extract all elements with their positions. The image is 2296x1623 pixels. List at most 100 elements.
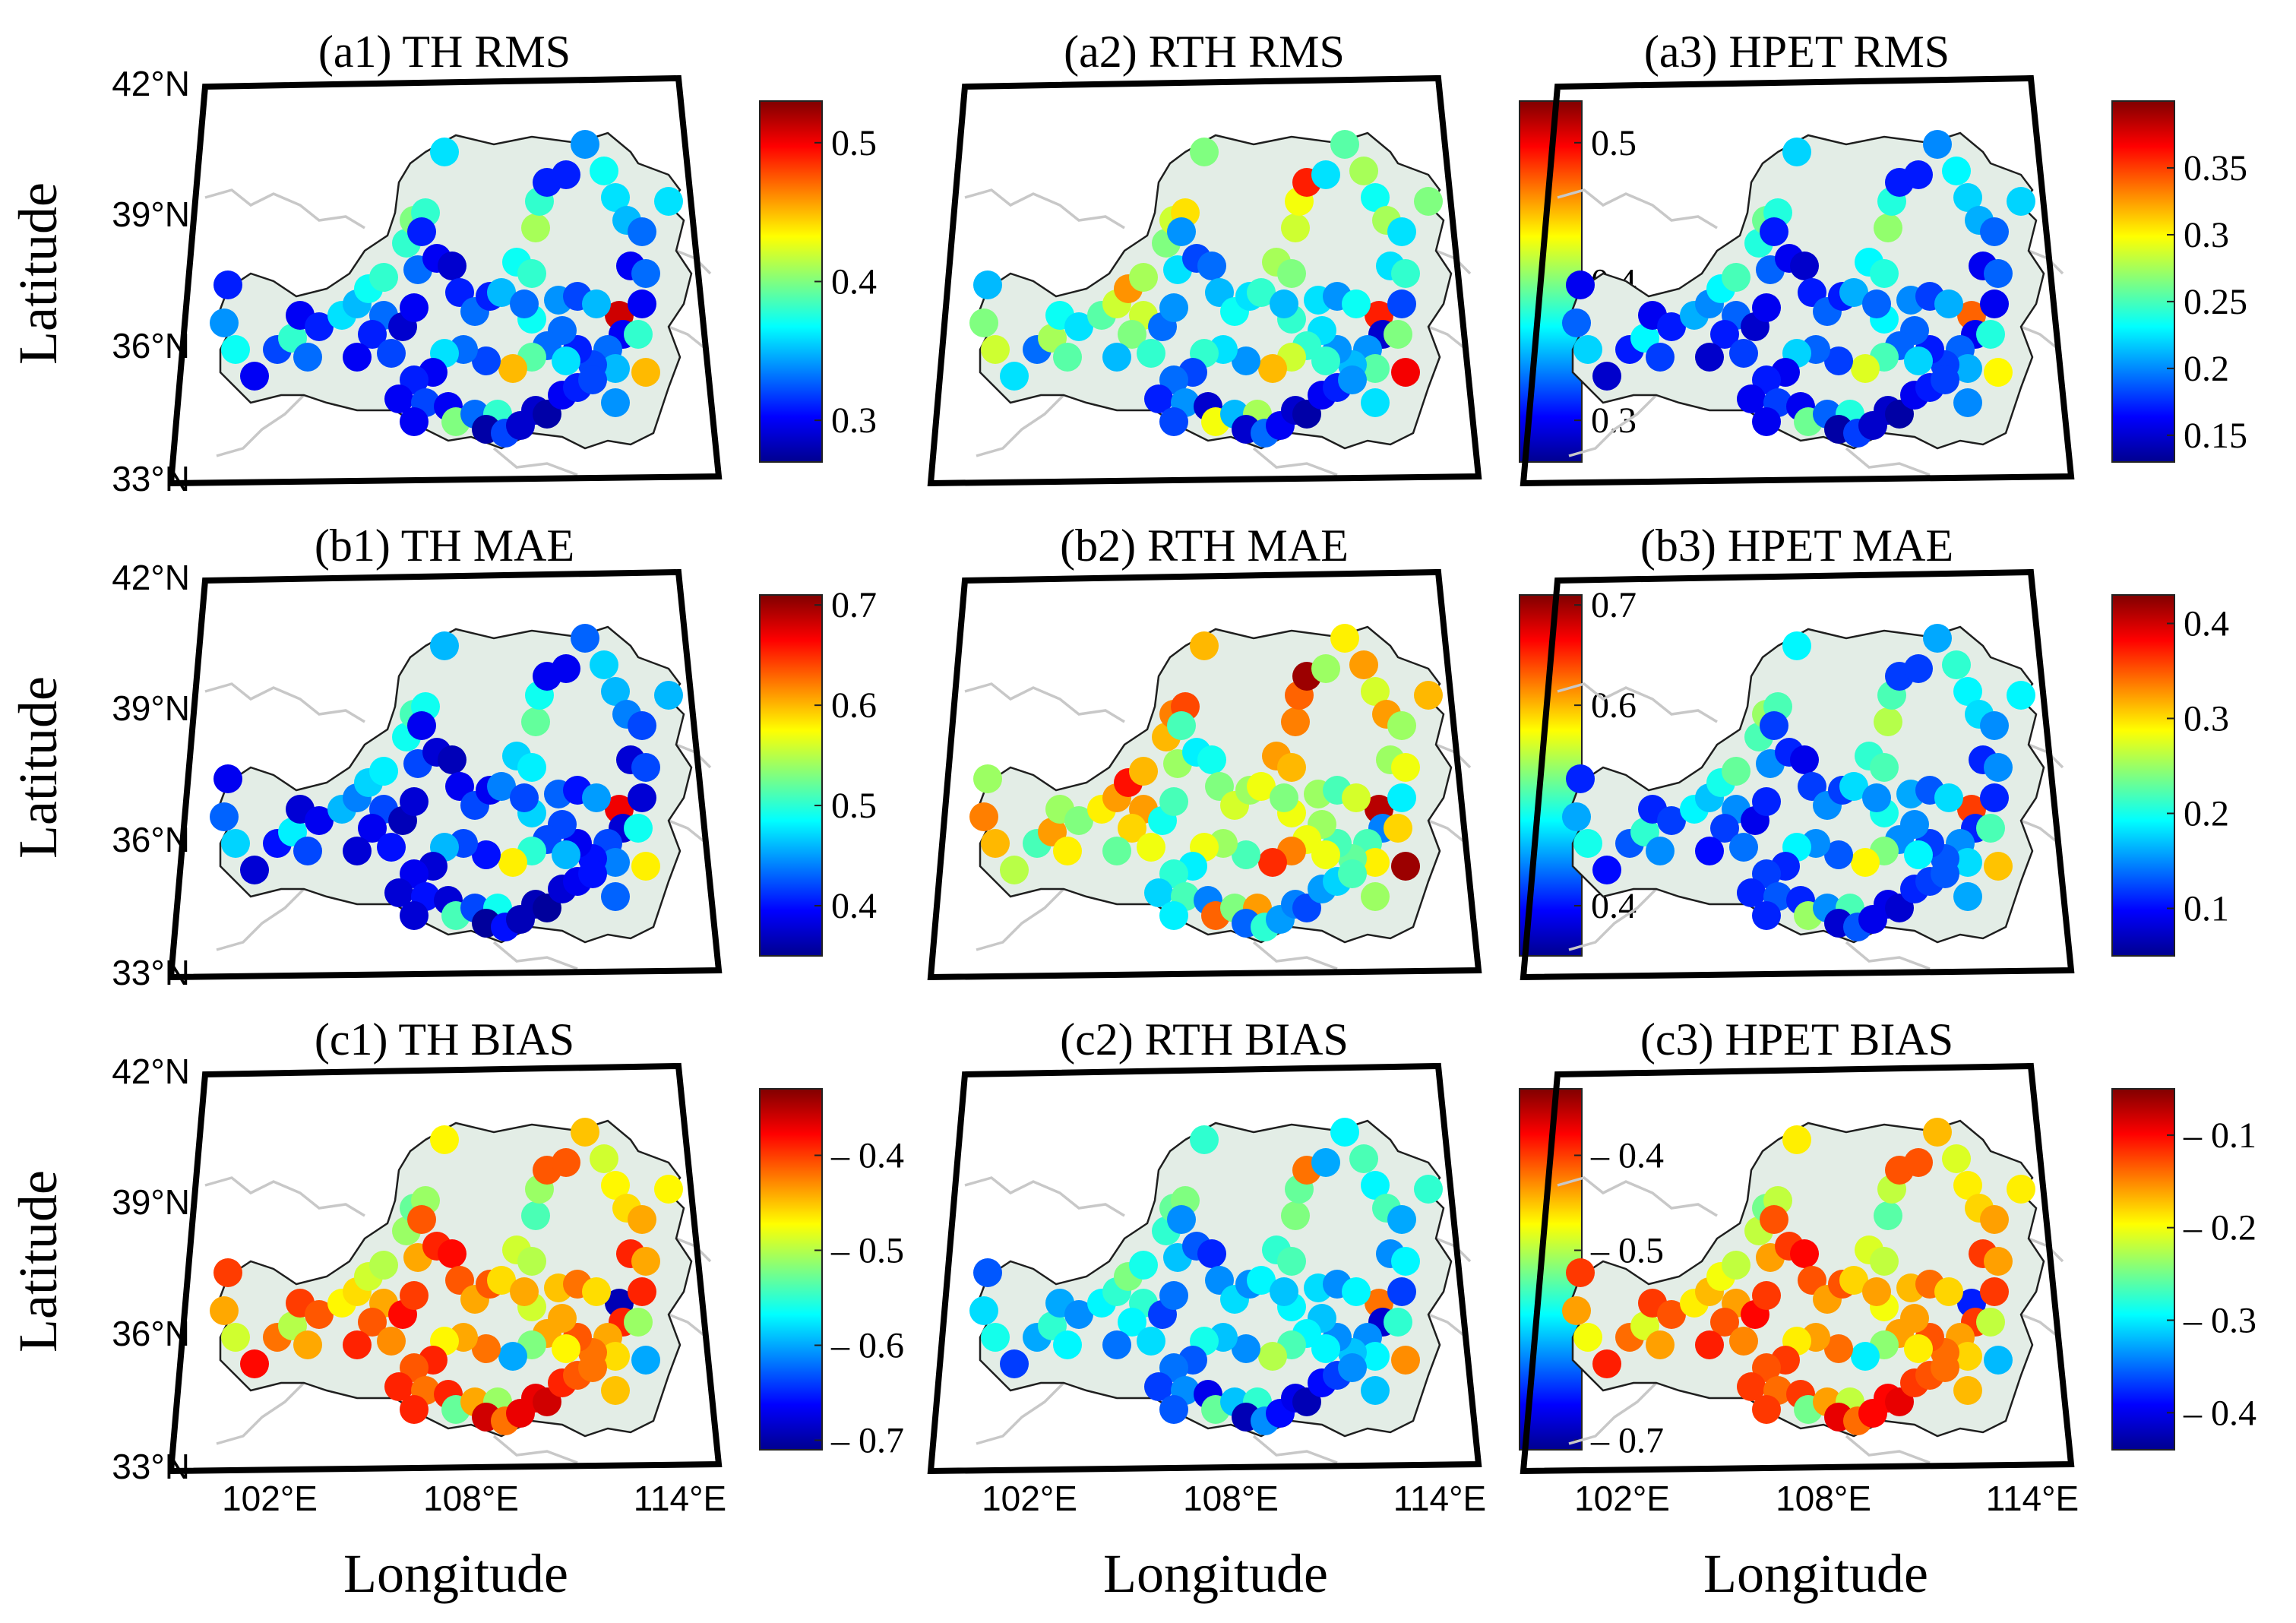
station-point (631, 259, 660, 288)
station-point (590, 1144, 618, 1173)
colorbar-tick-label: – 0.1 (2183, 1115, 2256, 1156)
station-point (369, 263, 398, 292)
station-point (1710, 814, 1739, 843)
station-point (1281, 707, 1310, 736)
province-border (216, 1381, 305, 1445)
station-point (969, 308, 998, 337)
panel-title: (a3) HPET RMS (1644, 27, 1950, 77)
panel-c1: (c1) TH BIAS 42°N 39°N 36°N 33°N 102°E 108°E 11… (112, 1014, 904, 1518)
station-point (400, 1281, 429, 1310)
panel-title: (b2) RTH MAE (1060, 520, 1349, 571)
station-point (1839, 1266, 1868, 1295)
station-point (407, 1205, 436, 1234)
station-point (1737, 878, 1766, 907)
station-point (1874, 707, 1902, 736)
colorbar-tick-label: 0.3 (2184, 215, 2229, 255)
colorbar-tick-label: – 0.7 (830, 1421, 904, 1461)
station-point (654, 681, 683, 710)
station-point (1953, 388, 1982, 417)
station-point (1737, 1372, 1766, 1401)
colorbar-frame (2111, 1088, 2175, 1451)
station-point (498, 354, 527, 383)
station-point (1782, 631, 1811, 660)
province-border (668, 325, 708, 351)
station-point (1760, 1205, 1788, 1234)
panel-b3: (b3) HPET MAE 0.4 0.3 0.2 0.1 (1520, 520, 2229, 981)
colorbar-tick-label: – 0.4 (1590, 1136, 1664, 1176)
station-point (1862, 783, 1891, 812)
station-point (1874, 214, 1902, 242)
province-border (1568, 394, 1658, 457)
station-point (1349, 650, 1378, 679)
province-border (964, 188, 1125, 229)
station-point (571, 130, 599, 159)
station-point (1976, 320, 2005, 349)
station-point (601, 848, 630, 877)
station-point (1391, 358, 1420, 387)
station-point (400, 1395, 429, 1424)
station-point (1258, 354, 1287, 383)
station-point (1729, 1327, 1758, 1356)
station-point (1159, 293, 1188, 322)
station-point (1387, 1277, 1416, 1306)
station-point (1159, 407, 1188, 436)
station-point (1102, 837, 1131, 865)
station-point (582, 289, 611, 318)
station-point (973, 1258, 1002, 1287)
station-point (517, 259, 546, 288)
station-point (400, 293, 429, 322)
station-point (624, 320, 653, 349)
station-point (981, 829, 1010, 858)
station-point (305, 806, 334, 835)
station-point (1752, 787, 1781, 816)
station-point (1000, 1349, 1029, 1378)
station-point (1277, 753, 1306, 782)
station-point (1190, 1125, 1219, 1154)
station-point (1391, 753, 1420, 782)
station-point (1710, 320, 1739, 349)
station-point (510, 1277, 539, 1306)
station-point (1984, 1346, 2013, 1375)
station-point (472, 1334, 501, 1363)
panel-title: (b3) HPET MAE (1640, 520, 1953, 571)
station-point (1729, 339, 1758, 368)
station-point (1953, 848, 1982, 877)
station-point (407, 217, 436, 246)
station-point (1387, 711, 1416, 740)
station-point (430, 631, 459, 660)
colorbar-tick-label: 0.15 (2184, 416, 2247, 456)
station-point (1361, 1376, 1390, 1405)
station-point (1904, 1148, 1933, 1177)
station-point (552, 654, 580, 683)
station-point (1904, 840, 1933, 869)
station-point (293, 343, 322, 372)
station-point (1953, 183, 1982, 212)
station-point (1942, 1144, 1971, 1173)
station-point (1053, 1330, 1082, 1359)
station-point (552, 1334, 580, 1363)
colorbar-tick-label: 0.5 (831, 786, 877, 826)
colorbar-frame (759, 1088, 823, 1451)
map-frame (927, 74, 1482, 487)
colorbar-tick-label: – 0.6 (830, 1326, 904, 1366)
station-point (1722, 757, 1750, 786)
station-point (1646, 343, 1675, 372)
station-point (1592, 856, 1621, 884)
station-point (590, 650, 618, 679)
station-point (517, 1247, 546, 1276)
province-border (1557, 682, 1718, 723)
station-point (631, 358, 660, 387)
station-point (487, 1266, 516, 1295)
station-point (377, 339, 406, 368)
colorbar-tick-label: 0.2 (2184, 349, 2229, 389)
lat-tick-label: 39°N (112, 195, 190, 234)
panel-c3: (c3) HPET BIAS 102°E 108°E 114°E – 0.1 – 0.2 –… (1520, 1014, 2256, 1518)
station-point (1270, 1277, 1298, 1306)
station-point (1953, 1342, 1982, 1371)
station-point (487, 772, 516, 801)
map-frame (927, 568, 1482, 981)
panel-title: (a2) RTH RMS (1064, 27, 1345, 77)
station-point (213, 764, 242, 793)
